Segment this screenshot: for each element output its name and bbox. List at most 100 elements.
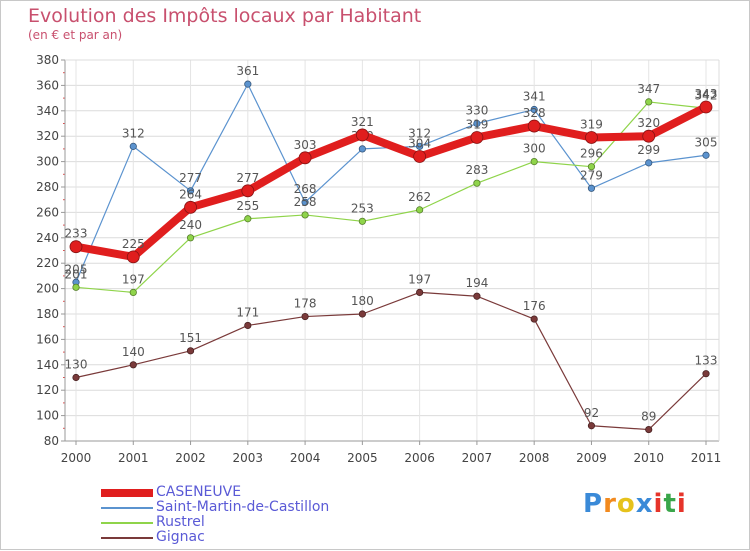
data-point bbox=[642, 129, 656, 143]
y-tick-label: 380 bbox=[36, 53, 59, 67]
series-line bbox=[72, 102, 710, 261]
data-label: 342 bbox=[695, 88, 718, 102]
data-point bbox=[129, 361, 137, 369]
data-label: 171 bbox=[236, 305, 259, 319]
data-label: 268 bbox=[294, 182, 317, 196]
x-tick-label: 2009 bbox=[576, 451, 607, 465]
x-tick-label: 2007 bbox=[462, 451, 493, 465]
data-point bbox=[699, 100, 713, 114]
data-point bbox=[527, 119, 541, 133]
series-rustrel: 201 197 240 255 258 253 262 283 300 296 347 342 bbox=[65, 82, 718, 297]
data-point bbox=[301, 198, 309, 206]
data-point bbox=[645, 159, 653, 167]
data-label: 343 bbox=[695, 87, 718, 101]
data-point bbox=[645, 98, 653, 106]
data-point bbox=[184, 200, 197, 214]
data-point bbox=[416, 142, 424, 150]
y-tick-label: 220 bbox=[36, 256, 59, 270]
x-tick-label: 2000 bbox=[61, 451, 92, 465]
data-label: 296 bbox=[580, 147, 603, 161]
y-tick-label: 300 bbox=[36, 155, 59, 169]
data-point bbox=[186, 187, 195, 195]
data-label: 320 bbox=[637, 116, 660, 130]
data-label: 178 bbox=[294, 297, 317, 311]
data-label: 328 bbox=[523, 106, 546, 120]
data-point bbox=[72, 373, 80, 382]
data-point bbox=[587, 163, 596, 171]
data-point bbox=[702, 370, 710, 378]
x-tick-label: 2003 bbox=[233, 451, 264, 465]
x-tick-label: 2005 bbox=[347, 451, 378, 465]
data-label: 319 bbox=[580, 117, 603, 131]
data-point bbox=[186, 347, 195, 355]
data-point bbox=[244, 321, 252, 330]
data-point bbox=[473, 292, 481, 300]
logo-letter: x bbox=[635, 489, 654, 519]
data-point bbox=[301, 312, 309, 321]
logo-letter: t bbox=[663, 489, 677, 519]
data-point bbox=[530, 105, 538, 114]
data-label: 277 bbox=[236, 171, 259, 185]
data-label: 240 bbox=[179, 218, 202, 232]
data-label: 262 bbox=[408, 190, 431, 204]
series-line bbox=[75, 101, 707, 294]
y-tick-label: 120 bbox=[36, 383, 59, 397]
data-label: 133 bbox=[695, 354, 718, 368]
y-tick-label: 180 bbox=[36, 307, 59, 321]
legend-swatch bbox=[101, 522, 153, 524]
data-label: 361 bbox=[236, 64, 259, 78]
data-label: 253 bbox=[351, 201, 374, 215]
data-label: 197 bbox=[122, 272, 145, 286]
data-point bbox=[129, 288, 137, 297]
data-point bbox=[244, 80, 252, 88]
data-label: 303 bbox=[294, 138, 317, 152]
data-label: 89 bbox=[641, 410, 656, 424]
legend-swatch bbox=[101, 507, 153, 509]
data-point bbox=[413, 150, 427, 163]
x-tick-label: 2001 bbox=[118, 451, 149, 465]
y-tick-label: 160 bbox=[36, 332, 59, 346]
data-point bbox=[416, 206, 424, 214]
data-point bbox=[72, 283, 80, 291]
data-label: 194 bbox=[465, 276, 488, 290]
data-point bbox=[298, 151, 312, 165]
data-label: 233 bbox=[65, 227, 88, 241]
series-caseneuve: 233 225 264 277 303 321 304 319 328 319 320 343 bbox=[65, 87, 718, 264]
data-label: 299 bbox=[637, 143, 660, 157]
data-point bbox=[241, 184, 255, 198]
data-label: 347 bbox=[637, 82, 660, 96]
data-point bbox=[587, 184, 596, 192]
y-tick-label: 140 bbox=[36, 358, 59, 372]
y-tick-label: 80 bbox=[44, 434, 59, 448]
y-tick-label: 200 bbox=[36, 282, 59, 296]
logo-letter: r bbox=[603, 489, 617, 519]
data-label: 312 bbox=[408, 126, 431, 140]
data-point bbox=[358, 310, 366, 318]
data-label: 205 bbox=[65, 262, 88, 276]
data-point bbox=[473, 179, 481, 187]
logo-letter: o bbox=[616, 489, 636, 519]
data-label: 258 bbox=[294, 195, 317, 209]
y-tick-label: 320 bbox=[36, 129, 59, 143]
x-tick-label: 2004 bbox=[290, 451, 321, 465]
data-label: 319 bbox=[465, 117, 488, 131]
data-point bbox=[355, 128, 369, 142]
data-label: 180 bbox=[351, 294, 374, 308]
data-point bbox=[358, 217, 366, 225]
data-label: 225 bbox=[122, 237, 145, 251]
chart-title: Evolution des Impôts locaux par Habitant bbox=[28, 5, 422, 27]
chart-subtitle: (en € et par an) bbox=[28, 28, 123, 42]
legend-swatch bbox=[101, 489, 153, 497]
data-label: 201 bbox=[65, 267, 88, 281]
logo-letter: i bbox=[653, 489, 664, 519]
data-point bbox=[358, 145, 366, 153]
data-label: 197 bbox=[408, 272, 431, 286]
data-label: 140 bbox=[122, 345, 145, 359]
data-point bbox=[702, 151, 710, 159]
series-saint-martin-de-castillon: 205312277361268310312330341279299305 bbox=[65, 64, 717, 286]
data-point bbox=[530, 315, 538, 323]
x-tick-label: 2010 bbox=[633, 451, 664, 465]
data-label: 279 bbox=[580, 168, 603, 182]
x-tick-label: 2008 bbox=[519, 451, 550, 465]
